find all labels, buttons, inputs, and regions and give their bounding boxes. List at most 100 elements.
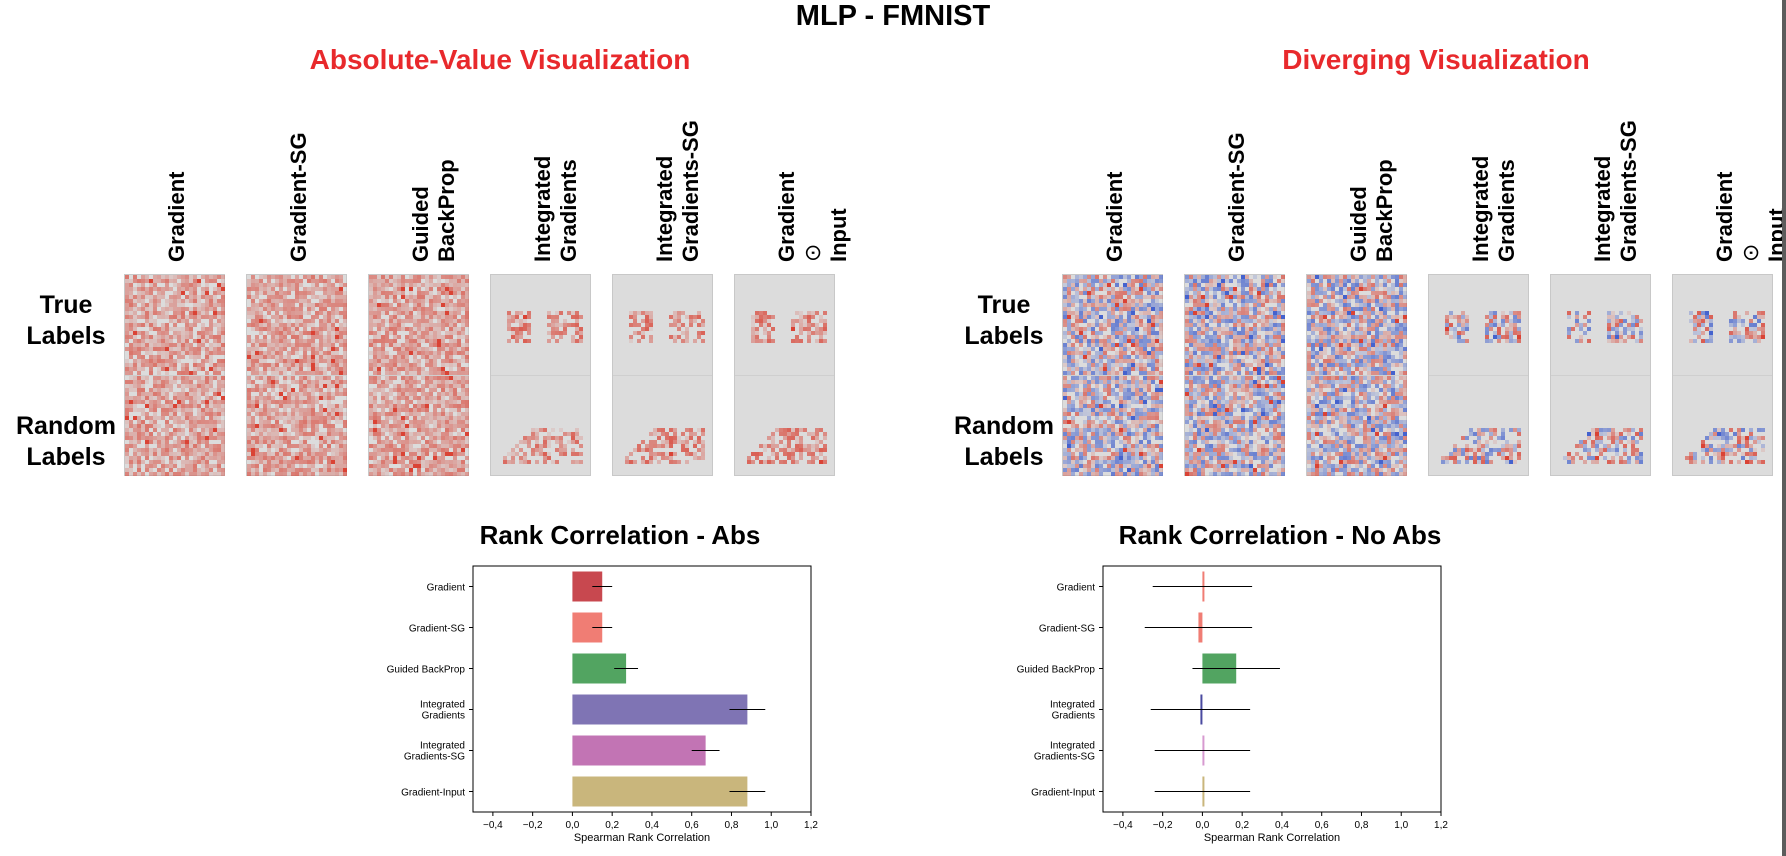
section-title-abs: Absolute-Value Visualization <box>309 44 691 75</box>
noabs-category-label-5: Gradient-Input <box>1031 788 1095 799</box>
noabs-xtick-label-6: 0,8 <box>1355 820 1369 831</box>
abs-category-label-0: Gradient <box>427 583 466 594</box>
noabs-category-label-line2-4: Gradients-SG <box>1034 752 1095 763</box>
noabs-category-label-0: Gradient <box>1057 583 1096 594</box>
noabs-xtick-label-1: −0,2 <box>1153 820 1173 831</box>
map-row-divider <box>125 375 224 376</box>
abs-saliency-map-0 <box>124 274 225 476</box>
abs-saliency-map-2 <box>368 274 469 476</box>
abs-saliency-map-4 <box>612 274 713 476</box>
window-edge <box>1782 0 1786 856</box>
abs-column-label-line2: Gradients <box>556 159 581 262</box>
row-label-line1: Random <box>16 412 116 440</box>
div-column-label-5: Gradient ⊙ Input <box>1712 106 1786 262</box>
noabs-xtick-label-2: 0,0 <box>1195 820 1209 831</box>
abs-bar-5 <box>572 776 748 807</box>
row-label-line1: True <box>977 291 1031 319</box>
abs-saliency-map-5 <box>734 274 835 476</box>
map-row-divider <box>247 375 346 376</box>
abs-xtick-label-0: −0,4 <box>483 820 503 831</box>
row-label-line2: Labels <box>26 322 106 350</box>
noabs-category-label-2: Guided BackProp <box>1017 665 1096 676</box>
abs-saliency-map-1 <box>246 274 347 476</box>
map-row-divider <box>613 375 712 376</box>
abs-xtick-label-8: 1,2 <box>804 820 818 831</box>
div-column-label-3: Integrated Gradients <box>1468 106 1520 262</box>
abs-xtick-label-1: −0,2 <box>523 820 543 831</box>
abs-row-label-1: Random Labels <box>6 411 126 473</box>
abs-xtick-label-3: 0,2 <box>605 820 619 831</box>
rank-correlation-abs-chart: Gradient Gradient-SG Guided BackProp Integr… <box>387 565 818 844</box>
div-column-label-1: Gradient-SG <box>1224 106 1250 262</box>
map-row-divider <box>735 375 834 376</box>
abs-xtick-label-2: 0,0 <box>565 820 579 831</box>
map-row-divider <box>1429 375 1528 376</box>
noabs-xtick-label-3: 0,2 <box>1235 820 1249 831</box>
div-column-label-line1: Gradient <box>1712 171 1737 262</box>
row-label-line2: Labels <box>26 443 106 471</box>
div-saliency-map-2 <box>1306 274 1407 476</box>
abs-row-label-0: True Labels <box>6 290 126 352</box>
abs-column-label-2: Guided BackProp <box>408 106 460 262</box>
abs-xaxis-label: Spearman Rank Correlation <box>574 832 710 844</box>
noabs-xtick-label-8: 1,2 <box>1434 820 1448 831</box>
abs-column-label-line1: Integrated <box>652 155 677 262</box>
abs-column-label-line1: Gradient <box>774 171 799 262</box>
noabs-category-label-4: Integrated <box>1050 741 1095 752</box>
abs-category-label-2: Guided BackProp <box>387 665 466 676</box>
chart-title-abs: Rank Correlation - Abs <box>479 520 761 550</box>
abs-column-label-4: Integrated Gradients-SG <box>652 106 704 262</box>
section-title-diverging: Diverging Visualization <box>1282 44 1590 75</box>
div-saliency-map-5 <box>1672 274 1773 476</box>
abs-column-label-5: Gradient ⊙ Input <box>774 106 852 262</box>
row-label-line1: Random <box>954 412 1054 440</box>
abs-saliency-map-3 <box>490 274 591 476</box>
noabs-category-label-1: Gradient-SG <box>1039 624 1095 635</box>
chart-title-no-abs: Rank Correlation - No Abs <box>1118 520 1442 550</box>
div-column-label-line2: Gradients-SG <box>1616 120 1641 262</box>
noabs-category-label-line2-3: Gradients <box>1052 711 1095 722</box>
div-column-label-line1: Gradient-SG <box>1224 132 1249 262</box>
div-column-label-line2: Gradients <box>1494 159 1519 262</box>
div-saliency-map-1 <box>1184 274 1285 476</box>
abs-xtick-label-5: 0,6 <box>685 820 699 831</box>
div-column-label-line1: Integrated <box>1590 155 1615 262</box>
div-column-label-line2: BackProp <box>1372 159 1397 262</box>
map-row-divider <box>1673 375 1772 376</box>
abs-column-label-1: Gradient-SG <box>286 106 312 262</box>
div-saliency-map-4 <box>1550 274 1651 476</box>
abs-bar-3 <box>572 694 748 725</box>
abs-category-label-line2-4: Gradients-SG <box>404 752 465 763</box>
row-label-line2: Labels <box>964 322 1044 350</box>
abs-category-label-line2-3: Gradients <box>422 711 465 722</box>
row-label-line2: Labels <box>964 443 1044 471</box>
abs-bar-4 <box>572 735 706 766</box>
div-column-label-2: Guided BackProp <box>1346 106 1398 262</box>
abs-column-label-line2: ⊙ <box>800 243 825 262</box>
abs-column-label-line1: Guided <box>408 186 433 262</box>
abs-plot-frame <box>472 565 812 813</box>
abs-category-label-5: Gradient-Input <box>401 788 465 799</box>
abs-column-label-0: Gradient <box>164 106 190 262</box>
abs-column-label-line1: Integrated <box>530 155 555 262</box>
div-row-label-0: True Labels <box>944 290 1064 352</box>
abs-category-label-4: Integrated <box>420 741 465 752</box>
abs-column-label-3: Integrated Gradients <box>530 106 582 262</box>
abs-xtick-label-4: 0,4 <box>645 820 659 831</box>
div-saliency-map-0 <box>1062 274 1163 476</box>
abs-column-label-line1: Gradient-SG <box>286 132 311 262</box>
noabs-xtick-label-7: 1,0 <box>1394 820 1408 831</box>
map-row-divider <box>369 375 468 376</box>
div-column-label-line1: Guided <box>1346 186 1371 262</box>
map-row-divider <box>1551 375 1650 376</box>
figure-title: MLP - FMNIST <box>795 0 991 32</box>
noabs-xtick-label-4: 0,4 <box>1275 820 1289 831</box>
noabs-xaxis-label: Spearman Rank Correlation <box>1204 832 1340 844</box>
div-column-label-0: Gradient <box>1102 106 1128 262</box>
abs-category-label-1: Gradient-SG <box>409 624 465 635</box>
abs-column-label-line2: Gradients-SG <box>678 120 703 262</box>
noabs-plot-frame <box>1102 565 1442 813</box>
row-label-line1: True <box>39 291 93 319</box>
rank-correlation-no-abs-chart: Gradient Gradient-SG Guided BackProp Integr… <box>1017 565 1448 844</box>
abs-column-label-line2: BackProp <box>434 159 459 262</box>
